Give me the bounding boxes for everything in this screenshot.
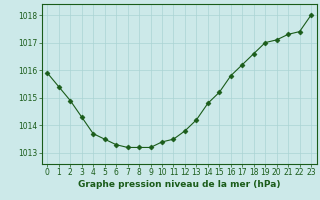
X-axis label: Graphe pression niveau de la mer (hPa): Graphe pression niveau de la mer (hPa)	[78, 180, 280, 189]
